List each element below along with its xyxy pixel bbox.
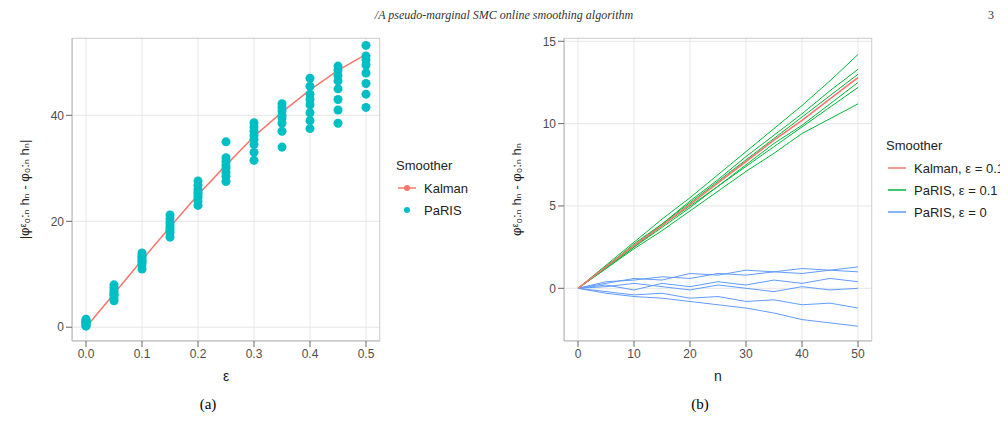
svg-text:0.2: 0.2 <box>190 347 207 361</box>
svg-text:50: 50 <box>851 347 865 361</box>
svg-text:20: 20 <box>51 215 65 229</box>
svg-text:0.4: 0.4 <box>302 347 319 361</box>
html-text:Smoother: Smoother <box>886 138 943 153</box>
html-text:PaRIS, ε = 0: PaRIS, ε = 0 <box>914 204 987 220</box>
html-text:PaRIS: PaRIS <box>424 202 462 218</box>
svg-text:15: 15 <box>543 35 557 49</box>
svg-text:0.5: 0.5 <box>358 347 375 361</box>
html-text:Smoother: Smoother <box>396 158 453 173</box>
svg-text:0: 0 <box>57 320 64 334</box>
svg-text:20: 20 <box>683 347 697 361</box>
svg-text:0: 0 <box>549 282 556 296</box>
svg-text:10: 10 <box>543 117 557 131</box>
html-text:/A pseudo-marginal SMC online: /A pseudo-marginal SMC online smoothing … <box>374 8 634 22</box>
svg-text:n: n <box>714 368 722 384</box>
svg-text:30: 30 <box>739 347 753 361</box>
svg-text:φᵋ₀:ₙ hₙ - φ₀:ₙ hₙ: φᵋ₀:ₙ hₙ - φ₀:ₙ hₙ <box>509 143 524 236</box>
svg-text:40: 40 <box>795 347 809 361</box>
html-text:Kalman: Kalman <box>424 180 469 196</box>
svg-text:40: 40 <box>51 109 65 123</box>
svg-text:0.3: 0.3 <box>246 347 263 361</box>
svg-text:0.1: 0.1 <box>134 347 151 361</box>
svg-text:10: 10 <box>627 347 641 361</box>
html-text:3: 3 <box>988 8 994 22</box>
svg-text:|φᵋ₀:ₙ hₙ - φ₀:ₙ hₙ|: |φᵋ₀:ₙ hₙ - φ₀:ₙ hₙ| <box>17 140 32 240</box>
html-text:PaRIS, ε = 0.1: PaRIS, ε = 0.1 <box>914 182 998 198</box>
svg-text:5: 5 <box>549 199 556 213</box>
html-text:(a): (a) <box>199 396 217 412</box>
svg-text:ε: ε <box>223 368 229 384</box>
html-text:(b): (b) <box>691 396 709 412</box>
html-text:Kalman, ε = 0.1: Kalman, ε = 0.1 <box>914 160 1004 176</box>
svg-text:0.0: 0.0 <box>78 347 95 361</box>
svg-text:0: 0 <box>575 347 582 361</box>
